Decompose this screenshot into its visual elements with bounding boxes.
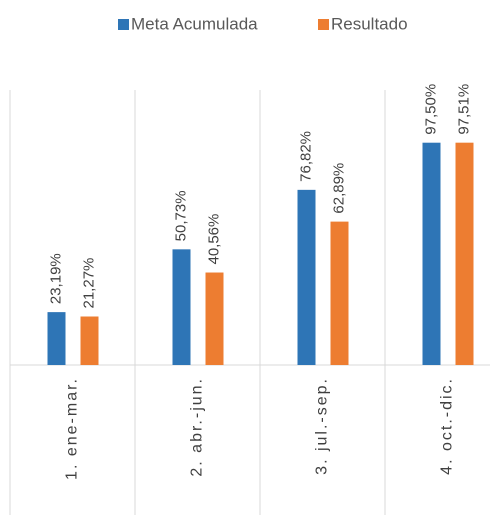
data-label: 97,51% <box>455 84 472 135</box>
data-label: 50,73% <box>172 190 189 241</box>
x-tick-label: 1. ene-mar. <box>64 377 81 480</box>
bar <box>422 142 441 365</box>
bar <box>455 142 474 365</box>
bar <box>80 316 99 365</box>
data-label: 76,82% <box>297 131 314 182</box>
bar <box>205 272 224 365</box>
legend-label: Resultado <box>331 14 408 33</box>
bar <box>330 221 349 365</box>
data-label: 40,56% <box>205 214 222 265</box>
bar <box>172 249 191 365</box>
legend-swatch <box>318 19 329 30</box>
legend-swatch <box>118 19 129 30</box>
x-tick-label: 2. abr.-jun. <box>189 377 206 477</box>
data-label: 62,89% <box>330 163 347 214</box>
data-label: 23,19% <box>47 253 64 304</box>
x-tick-label: 4. oct.-dic. <box>439 377 456 475</box>
x-tick-label: 3. jul.-sep. <box>314 377 331 475</box>
bar <box>297 189 316 365</box>
data-label: 97,50% <box>422 84 439 135</box>
legend-label: Meta Acumulada <box>131 14 258 33</box>
data-label: 21,27% <box>80 258 97 309</box>
bar <box>47 312 66 365</box>
